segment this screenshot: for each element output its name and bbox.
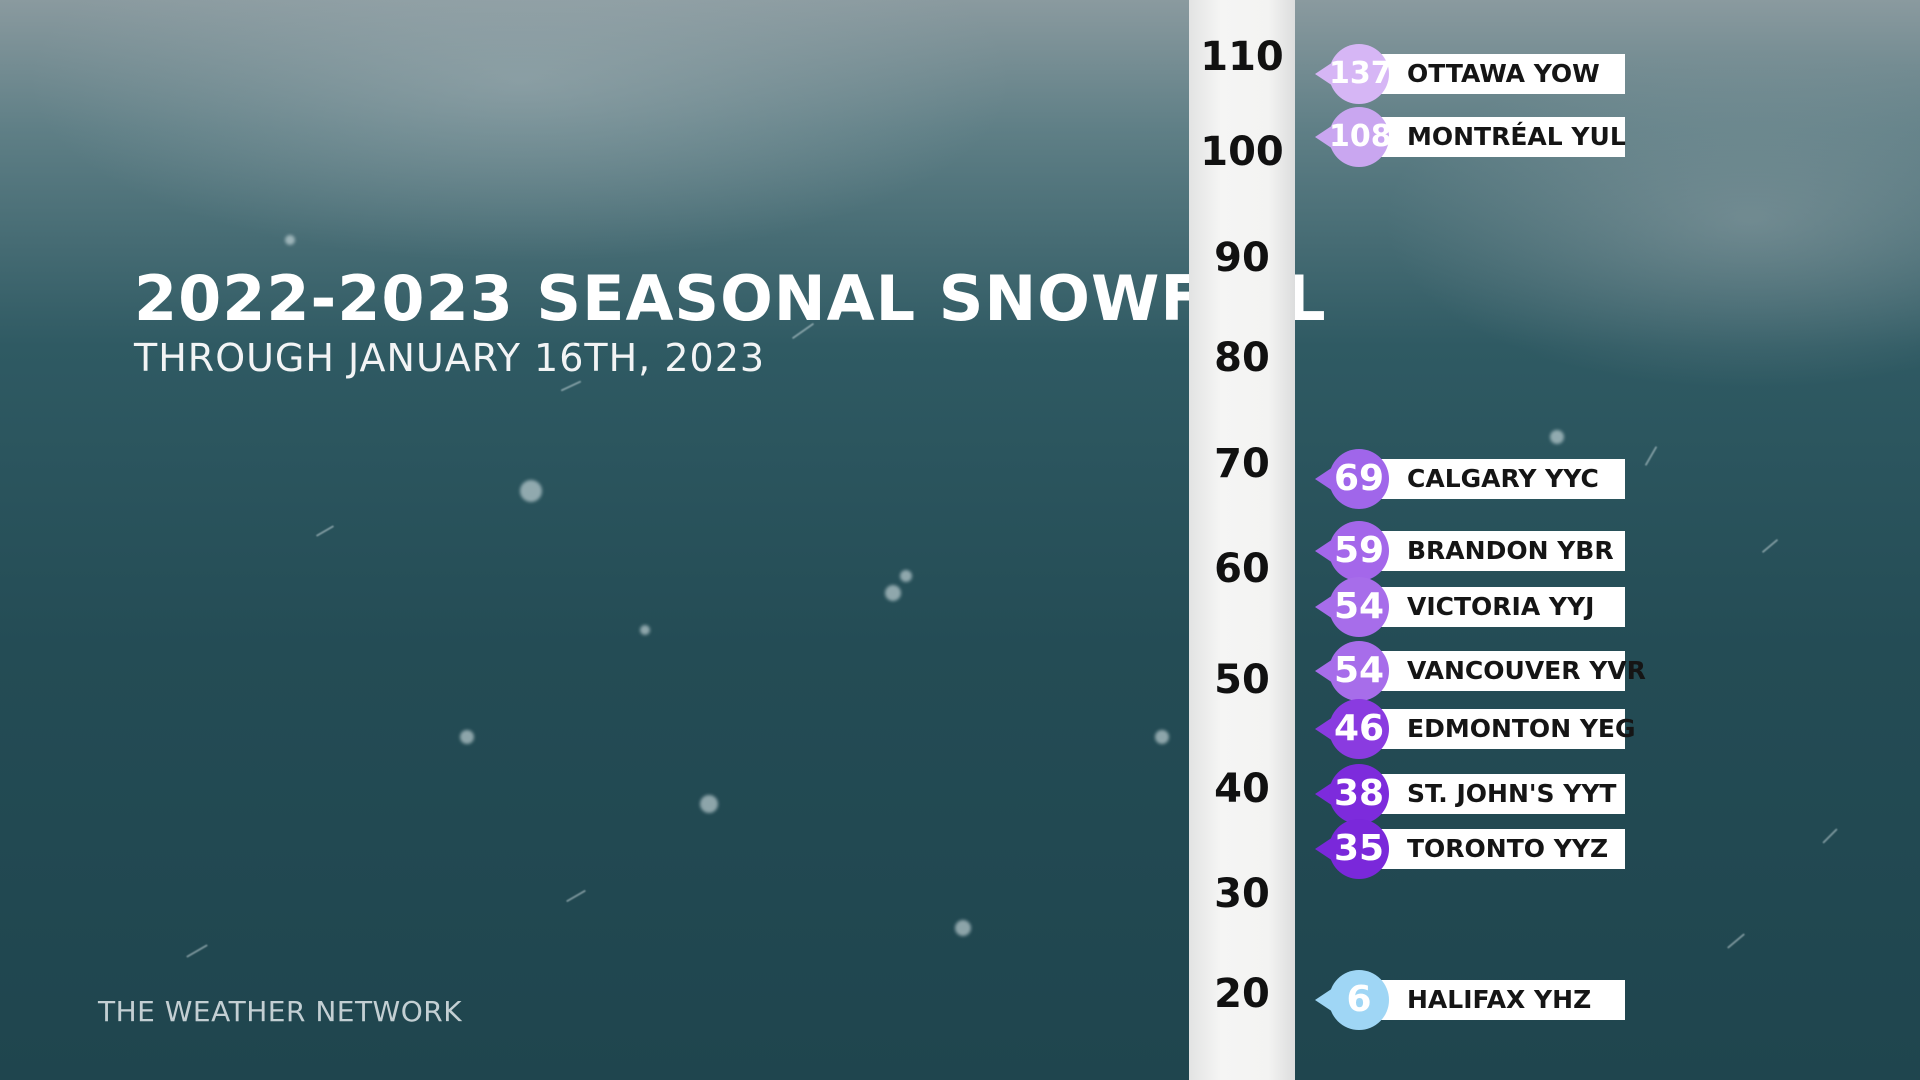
station-label: VICTORIA YYJ xyxy=(1365,587,1625,627)
ruler-tick-label: 20 xyxy=(1214,971,1270,1017)
ruler-tick-label: 70 xyxy=(1214,441,1270,487)
snowfall-value-badge: 35 xyxy=(1329,819,1389,879)
station-marker: ST. JOHN'S YYT 38 xyxy=(1315,760,1635,826)
chart-title: 2022-2023 SEASONAL SNOWFALL xyxy=(134,262,1327,335)
marker-pointer xyxy=(1315,988,1333,1012)
marker-pointer xyxy=(1315,125,1333,149)
snow-streak xyxy=(186,944,208,958)
snowflake xyxy=(1155,730,1169,744)
station-label: TORONTO YYZ xyxy=(1365,829,1625,869)
ruler-tick-label: 100 xyxy=(1200,129,1284,175)
snowfall-value-badge: 137 xyxy=(1329,44,1392,104)
station-label: CALGARY YYC xyxy=(1365,459,1625,499)
station-marker: BRANDON YBR 59 xyxy=(1315,517,1635,583)
snowflake xyxy=(700,795,718,813)
ruler-tick-label: 30 xyxy=(1214,871,1270,917)
snow-streak xyxy=(565,889,587,903)
station-marker: MONTRÉAL YUL 108 xyxy=(1315,103,1635,169)
ruler-tick-label: 110 xyxy=(1200,34,1284,80)
snowflake xyxy=(640,625,650,635)
marker-pointer xyxy=(1315,539,1333,563)
snowfall-value-badge: 54 xyxy=(1329,577,1389,637)
station-marker: VICTORIA YYJ 54 xyxy=(1315,573,1635,639)
station-label: HALIFAX YHZ xyxy=(1365,980,1625,1020)
station-marker: TORONTO YYZ 35 xyxy=(1315,815,1635,881)
station-marker: HALIFAX YHZ 6 xyxy=(1315,966,1635,1032)
snow-streak xyxy=(1726,933,1746,949)
station-marker: EDMONTON YEG 46 xyxy=(1315,695,1636,761)
marker-pointer xyxy=(1315,717,1333,741)
snowfall-value-badge: 54 xyxy=(1329,641,1389,701)
snowfall-value-badge: 38 xyxy=(1329,764,1389,824)
snow-ruler: 110 100 90 80 70 60 50 40 30 20 xyxy=(1189,0,1295,1080)
station-marker: OTTAWA YOW 137 xyxy=(1315,40,1635,106)
snow-streak xyxy=(560,380,582,392)
ruler-tick-label: 80 xyxy=(1214,335,1270,381)
station-marker: VANCOUVER YVR 54 xyxy=(1315,637,1646,703)
brand-logo-text: THE WEATHER NETWORK xyxy=(98,995,463,1028)
station-label: ST. JOHN'S YYT xyxy=(1365,774,1625,814)
marker-pointer xyxy=(1315,837,1333,861)
station-marker: CALGARY YYC 69 xyxy=(1315,445,1635,511)
snowflake xyxy=(520,480,542,502)
snow-streak xyxy=(1644,445,1658,467)
ruler-tick-label: 90 xyxy=(1214,235,1270,281)
snow-streak xyxy=(1761,538,1779,554)
ruler-tick-label: 40 xyxy=(1214,766,1270,812)
marker-pointer xyxy=(1315,62,1333,86)
snowflake xyxy=(900,570,912,582)
snowflake xyxy=(885,585,901,601)
snowflake xyxy=(285,235,295,245)
snowflake xyxy=(460,730,474,744)
station-label: EDMONTON YEG xyxy=(1365,709,1636,749)
station-label: MONTRÉAL YUL xyxy=(1365,117,1626,157)
snowflake xyxy=(1550,430,1564,444)
marker-pointer xyxy=(1315,595,1333,619)
chart-subtitle: THROUGH JANUARY 16TH, 2023 xyxy=(134,336,766,380)
station-label: OTTAWA YOW xyxy=(1365,54,1625,94)
snowfall-value-badge: 69 xyxy=(1329,449,1389,509)
ruler-tick-label: 60 xyxy=(1214,546,1270,592)
snow-streak xyxy=(315,525,335,537)
snowfall-value-badge: 6 xyxy=(1329,970,1389,1030)
snowfall-value-badge: 59 xyxy=(1329,521,1389,581)
station-label: VANCOUVER YVR xyxy=(1365,651,1646,691)
snow-streak xyxy=(1822,828,1838,844)
snowfall-value-badge: 108 xyxy=(1329,107,1392,167)
marker-pointer xyxy=(1315,782,1333,806)
snowfall-value-badge: 46 xyxy=(1329,699,1389,759)
station-label: BRANDON YBR xyxy=(1365,531,1625,571)
marker-pointer xyxy=(1315,467,1333,491)
snowflake xyxy=(955,920,971,936)
ruler-tick-label: 50 xyxy=(1214,657,1270,703)
marker-pointer xyxy=(1315,659,1333,683)
